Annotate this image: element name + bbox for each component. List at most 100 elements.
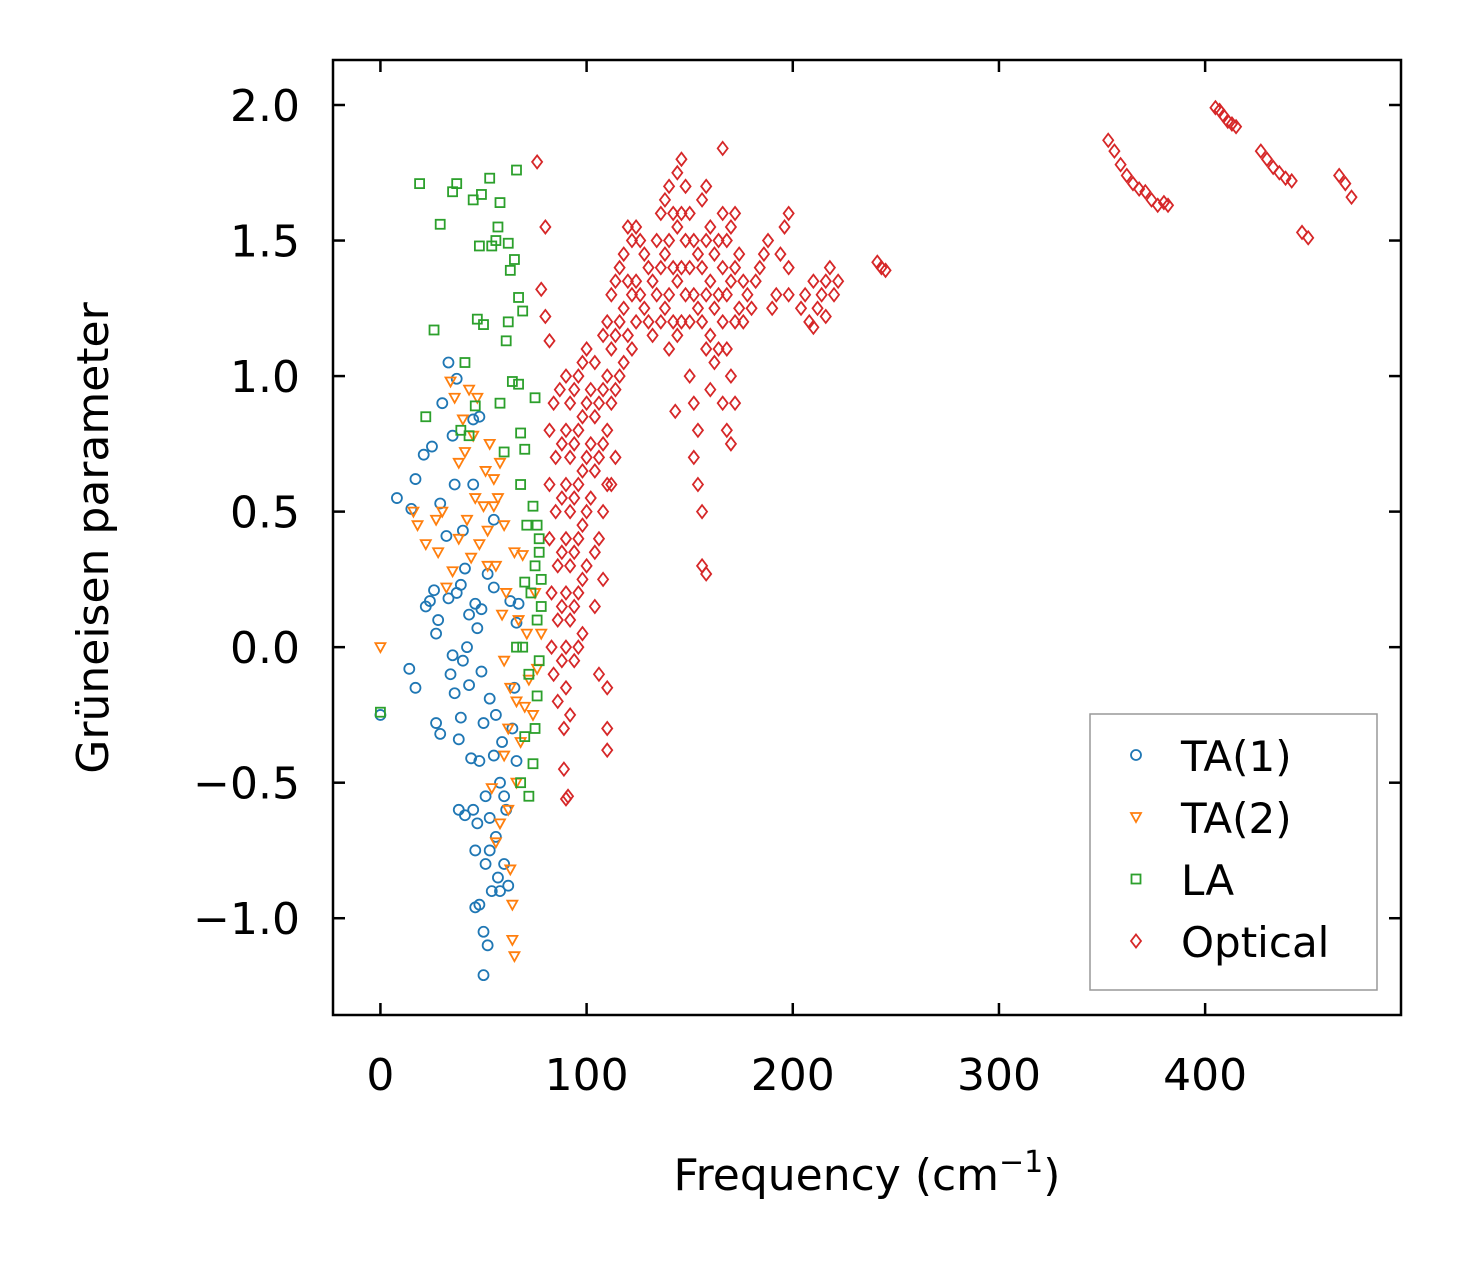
- data-point: [473, 755, 486, 767]
- data-point: [827, 286, 841, 303]
- legend-entry: TA(2): [1129, 794, 1292, 843]
- data-point: [695, 503, 709, 520]
- legend-marker-icon: [1129, 812, 1143, 824]
- data-point: [489, 560, 503, 573]
- data-point: [519, 443, 531, 455]
- legend-label: TA(1): [1180, 732, 1292, 781]
- legend-marker-icon: [1129, 933, 1143, 949]
- data-point: [471, 313, 483, 325]
- data-point: [1114, 156, 1127, 173]
- data-point: [1333, 167, 1346, 184]
- data-point: [496, 736, 508, 748]
- data-point: [700, 232, 713, 249]
- data-point: [406, 506, 420, 519]
- data-point: [409, 681, 422, 694]
- x-axis-label-end: ): [1043, 1150, 1060, 1201]
- data-point: [555, 598, 568, 615]
- data-point: [443, 376, 458, 389]
- data-point: [521, 519, 533, 531]
- data-point: [520, 628, 534, 641]
- data-point: [469, 400, 481, 412]
- data-point: [446, 566, 460, 579]
- x-axis-label-text: Frequency (cm: [674, 1150, 1000, 1201]
- data-point: [621, 273, 634, 290]
- data-point: [720, 286, 733, 303]
- data-point: [1102, 132, 1115, 149]
- data-point: [435, 506, 449, 519]
- data-point: [559, 368, 573, 385]
- data-point: [442, 592, 455, 605]
- data-point: [417, 448, 430, 461]
- data-point: [456, 654, 469, 667]
- legend-marker-icon: [1130, 873, 1142, 885]
- data-point: [613, 313, 626, 330]
- data-point: [530, 153, 544, 170]
- data-point: [605, 286, 618, 303]
- data-point: [811, 300, 824, 317]
- data-point: [638, 246, 651, 263]
- data-point: [671, 164, 684, 181]
- data-point: [584, 381, 597, 398]
- data-point: [467, 413, 480, 426]
- data-point: [1267, 159, 1280, 176]
- data-point: [463, 430, 475, 442]
- data-point: [483, 812, 496, 824]
- series-la: [375, 164, 547, 802]
- data-point: [430, 717, 442, 729]
- legend-entry: Optical: [1129, 918, 1329, 967]
- data-point: [794, 300, 808, 317]
- data-point: [646, 273, 659, 290]
- data-point: [411, 520, 425, 533]
- data-point: [448, 478, 461, 491]
- data-point: [675, 151, 688, 168]
- data-point: [1145, 191, 1158, 208]
- data-point: [527, 500, 539, 512]
- data-point: [440, 530, 453, 542]
- series-optical: [530, 99, 1358, 807]
- data-point: [675, 205, 688, 222]
- data-point: [662, 178, 676, 195]
- axis-ticks: 0 100 200 300 400 −1.0 −0.5 0.0 0.5 1.0 1.5 2.0: [193, 60, 1401, 1101]
- data-point: [428, 584, 440, 597]
- data-point: [601, 679, 614, 696]
- data-point: [683, 368, 696, 385]
- data-point: [503, 864, 517, 877]
- data-point: [468, 493, 482, 505]
- data-point: [708, 246, 721, 263]
- data-point: [679, 232, 692, 249]
- data-point: [373, 642, 387, 655]
- data-point: [675, 259, 688, 276]
- data-point: [543, 332, 556, 349]
- data-point: [547, 666, 560, 683]
- data-point: [551, 557, 564, 574]
- data-point: [476, 189, 487, 200]
- data-point: [1285, 172, 1298, 189]
- data-point: [568, 490, 581, 507]
- data-point: [728, 259, 742, 276]
- data-point: [580, 557, 593, 574]
- data-point: [568, 598, 581, 615]
- data-point: [815, 286, 828, 303]
- data-point: [1133, 181, 1146, 198]
- data-point: [576, 571, 589, 588]
- data-point: [572, 422, 585, 439]
- data-point: [549, 449, 562, 466]
- data-point: [535, 573, 547, 585]
- legend-entry: LA: [1130, 856, 1234, 905]
- data-point: [559, 679, 573, 696]
- data-point: [609, 327, 622, 344]
- data-point: [588, 408, 601, 425]
- data-point: [551, 693, 564, 710]
- data-point: [1161, 197, 1175, 214]
- data-point: [487, 513, 500, 526]
- data-point: [497, 750, 511, 763]
- data-point: [1139, 183, 1152, 200]
- data-point: [695, 313, 709, 330]
- data-point: [1260, 151, 1274, 168]
- data-point: [444, 668, 457, 681]
- data-point: [596, 571, 610, 588]
- x-tick-label: 200: [751, 1050, 835, 1101]
- data-point: [483, 692, 496, 705]
- data-point: [485, 885, 498, 898]
- data-point: [728, 395, 742, 412]
